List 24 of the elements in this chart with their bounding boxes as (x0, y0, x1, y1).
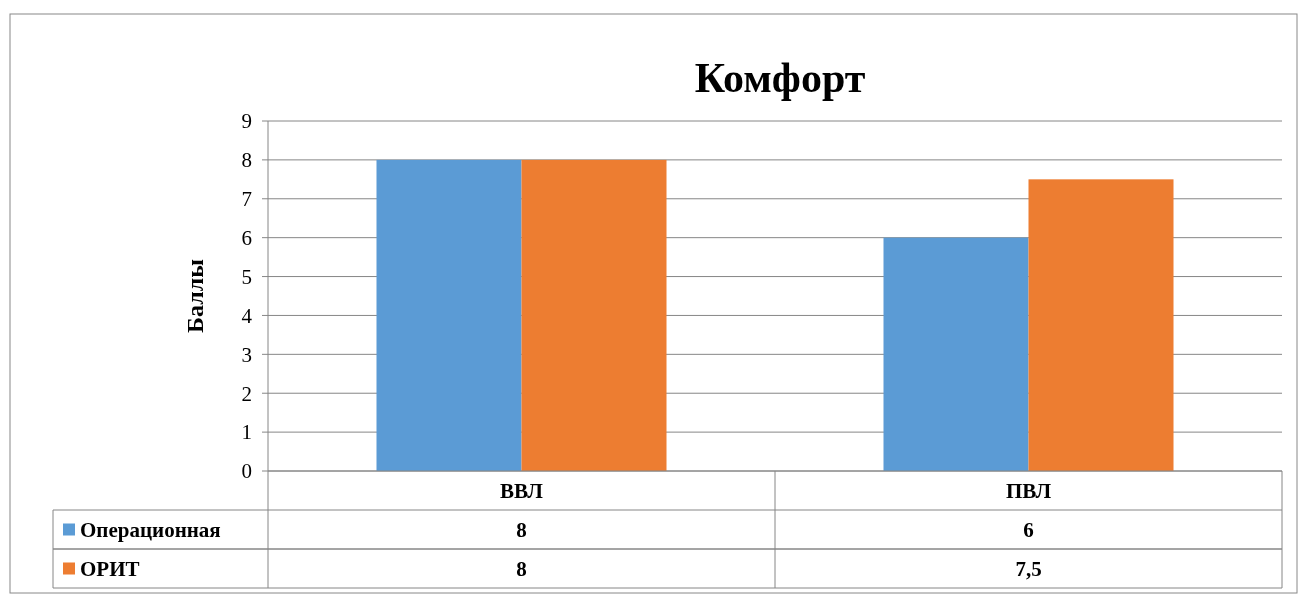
y-tick-label: 6 (241, 226, 252, 251)
y-tick-label: 5 (241, 264, 252, 289)
data-label: 8 (516, 517, 527, 542)
legend-label: Операционная (80, 517, 221, 542)
data-label: 8 (516, 556, 527, 581)
bar (376, 159, 522, 471)
y-tick-label: 3 (241, 342, 252, 367)
bar (1028, 179, 1174, 471)
y-tick-label: 4 (241, 303, 253, 328)
data-label: 7,5 (1015, 556, 1042, 581)
y-axis-title: Баллы (182, 258, 208, 333)
y-tick-label: 1 (241, 420, 252, 445)
y-tick-label: 8 (241, 148, 252, 173)
y-tick-label: 7 (241, 187, 252, 212)
y-tick-label: 2 (241, 381, 252, 406)
legend-label: ОРИТ (80, 556, 140, 581)
bar (521, 159, 667, 471)
bar (883, 237, 1029, 471)
y-tick-label: 9 (241, 109, 252, 134)
x-tick-label: ВВЛ (500, 478, 544, 503)
x-tick-label: ПВЛ (1005, 478, 1052, 503)
chart-title: Комфорт (694, 55, 866, 101)
data-label: 6 (1023, 517, 1034, 542)
y-tick-label: 0 (241, 459, 252, 484)
